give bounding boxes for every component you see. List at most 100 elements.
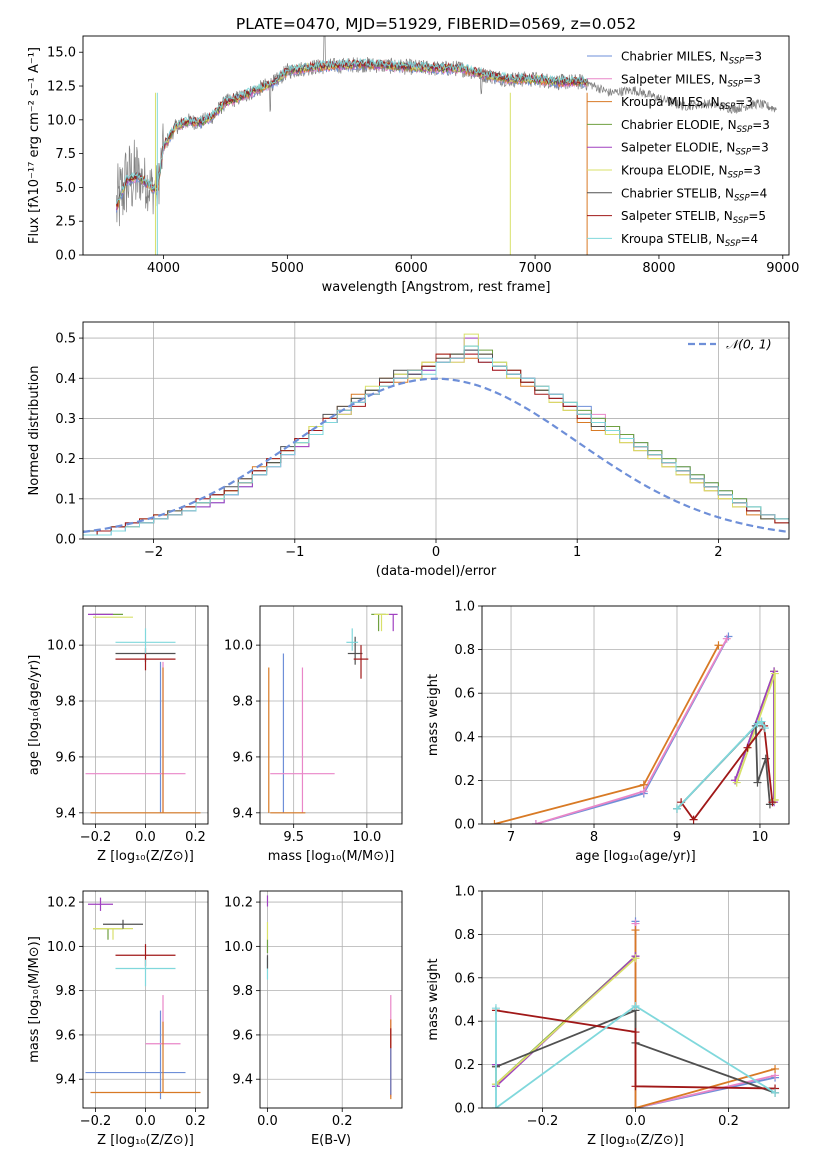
errorbar-point [346, 628, 359, 651]
series-line-kroupa-stelib [495, 1004, 776, 1108]
plot-area [268, 613, 398, 814]
errorbar-point [115, 959, 176, 987]
data-point-marker [771, 1064, 780, 1073]
chart-panel-5: 7 8 9 10 0.0 0.2 0.4 0.6 0.8 1.0 age [log₁₀(age/yr… [426, 600, 790, 864]
y-tick-label: 9.6 [55, 1028, 76, 1043]
x-tick-label: −0.2 [80, 1114, 112, 1129]
y-axis-label: mass weight [426, 958, 441, 1040]
model-spectrum-salpeter-miles [115, 61, 588, 210]
histogram-salpeter-miles [83, 353, 789, 536]
data-point-marker [631, 1028, 640, 1037]
x-axis-label: wavelength [Angstrom, rest frame] [322, 280, 551, 295]
y-tick-label: 0.6 [454, 687, 475, 702]
series-line-chabrier-miles [535, 636, 730, 824]
y-tick-label: 0.2 [454, 774, 475, 789]
model-spectrum-kroupa-stelib [115, 57, 588, 205]
legend: Chabrier MILES, NSSP=3 Salpeter MILES, NS… [587, 50, 770, 249]
series-line-kroupa-miles [634, 930, 776, 1108]
legend-entry: Kroupa MILES, NSSP=3 [621, 95, 753, 112]
data-point-marker [490, 820, 499, 824]
y-axis-label: Normed distribution [27, 366, 42, 496]
y-tick-label: 9.6 [55, 750, 76, 765]
x-tick-label: 8000 [642, 261, 675, 276]
y-tick-label: 2.5 [55, 215, 76, 230]
y-tick-label: 9.4 [55, 806, 76, 821]
x-tick-label: 10.0 [352, 830, 381, 845]
data-point-marker [689, 815, 698, 824]
chart-panel-3: −0.2 0.0 0.2 9.4 9.6 9.8 10.0 Z [log₁₀(Z/Z⊙)] ag… [27, 605, 209, 864]
y-tick-label: 0.0 [55, 533, 76, 548]
histogram-salpeter-elodie [83, 337, 789, 536]
axes-frame [82, 321, 790, 540]
y-tick-label: 0.4 [454, 730, 475, 745]
y-tick-label: 10.0 [47, 113, 76, 128]
chart-panel-4: 9.5 10.0 9.4 9.6 9.8 10.0 mass [log₁₀(M/M⊙)] [224, 605, 403, 864]
data-point-marker [631, 1002, 640, 1011]
errorbar-point [347, 636, 363, 665]
axes-frame [481, 890, 790, 1109]
axes-frame [82, 890, 209, 1109]
data-point-marker [753, 719, 762, 728]
axes-frame [259, 890, 403, 1109]
y-tick-label: 9.4 [232, 1073, 253, 1088]
y-tick-label: 9.8 [232, 695, 253, 710]
data-point-marker [491, 1104, 500, 1108]
y-tick-label: 0.0 [454, 818, 475, 833]
y-tick-label: 9.4 [55, 1073, 76, 1088]
chart-panel-2: −2 −1 0 1 2 0.0 0.1 0.2 0.3 0.4 0.5 (data-model)/er… [27, 321, 790, 579]
y-axis-label: mass [log₁₀(M/M⊙)] [27, 936, 42, 1063]
legend-entry: Chabrier ELODIE, NSSP=3 [621, 118, 770, 135]
data-point-marker [771, 1088, 780, 1097]
x-axis-label: mass [log₁₀(M/M⊙)] [268, 849, 395, 864]
x-tick-label: 8 [590, 830, 598, 845]
y-tick-label: 9.4 [232, 806, 253, 821]
y-tick-label: 0.0 [454, 1102, 475, 1117]
x-tick-label: 7 [507, 830, 515, 845]
y-tick-label: 0.8 [454, 643, 475, 658]
axes-frame [82, 605, 209, 825]
model-spectrum-kroupa-miles [115, 61, 588, 211]
x-tick-label: 9000 [766, 261, 799, 276]
x-tick-label: 9 [673, 830, 681, 845]
y-tick-label: 1.0 [454, 600, 475, 615]
x-tick-label: 0.0 [257, 1114, 278, 1129]
plot-area [115, 36, 777, 255]
data-point-marker [743, 743, 752, 752]
y-tick-label: 0.0 [55, 249, 76, 264]
y-tick-label: 10.0 [224, 639, 253, 654]
y-tick-label: 0.3 [55, 412, 76, 427]
x-tick-label: 0.0 [135, 830, 156, 845]
plot-area [85, 897, 201, 1100]
axes-frame [82, 35, 790, 256]
y-tick-label: 1.0 [454, 885, 475, 900]
x-tick-label: −2 [144, 545, 163, 560]
legend-entry: Kroupa ELODIE, NSSP=3 [621, 164, 761, 181]
y-tick-label: 10.0 [47, 940, 76, 955]
series-line-chabrier-stelib [676, 723, 771, 810]
legend-entry: Salpeter MILES, NSSP=3 [621, 72, 761, 89]
plot-area [83, 333, 789, 536]
errorbar-point [388, 613, 398, 632]
data-point-marker [639, 780, 648, 789]
y-tick-label: 10.0 [224, 940, 253, 955]
y-tick-label: 12.5 [47, 80, 76, 95]
x-tick-label: 9.5 [283, 830, 304, 845]
series-line-salpeter-stelib [680, 723, 774, 822]
x-tick-label: −1 [285, 545, 304, 560]
x-axis-label: Z [log₁₀(Z/Z⊙)] [97, 1133, 194, 1148]
x-tick-label: 0.2 [185, 1114, 206, 1129]
y-tick-label: 0.6 [454, 971, 475, 986]
data-point-marker [631, 1104, 640, 1108]
legend-entry: Salpeter ELODIE, NSSP=3 [621, 141, 769, 158]
x-tick-label: 6000 [395, 261, 428, 276]
chart-title: PLATE=0470, MJD=51929, FIBERID=0569, z=0… [236, 15, 636, 33]
series-line-kroupa-miles [494, 644, 720, 824]
y-tick-label: 0.8 [454, 928, 475, 943]
chart-panel-1: 4000 5000 6000 7000 8000 9000 0.0 2.5 5.0 7.5 10.0… [27, 35, 799, 295]
y-tick-label: 5.0 [55, 181, 76, 196]
data-point-marker [732, 778, 741, 787]
data-point-marker [714, 641, 723, 650]
series-line-kroupa-stelib [676, 720, 766, 810]
y-axis-label: age [log₁₀(age/yr)] [27, 655, 42, 776]
legend-entry: Kroupa STELIB, NSSP=4 [621, 232, 758, 249]
